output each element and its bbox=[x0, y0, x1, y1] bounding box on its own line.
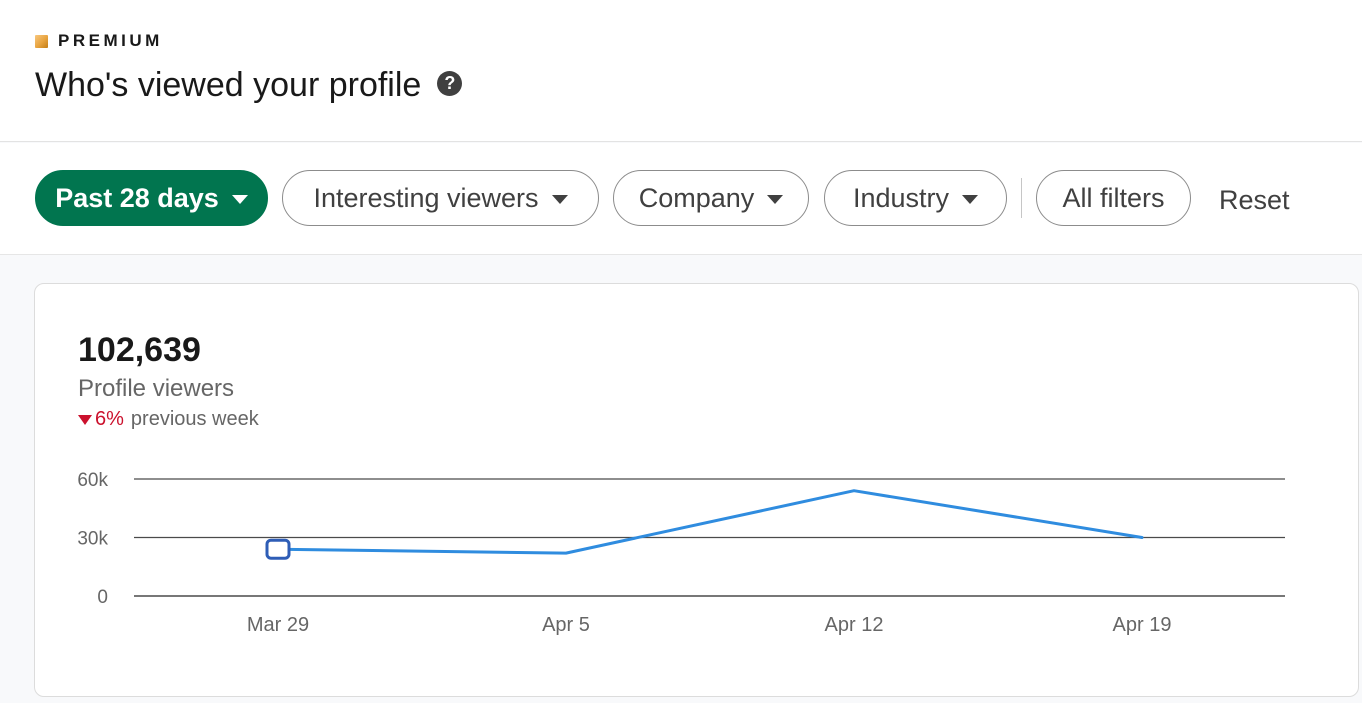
y-tick-label: 0 bbox=[97, 587, 108, 608]
series-line bbox=[276, 489, 1144, 555]
change-label: previous week bbox=[130, 408, 259, 430]
premium-logo-icon bbox=[35, 34, 48, 48]
caret-down-icon bbox=[767, 194, 784, 204]
data-point-marker bbox=[265, 538, 291, 560]
company-filter[interactable]: Company bbox=[613, 170, 809, 226]
y-tick-label: 60k bbox=[77, 470, 108, 491]
date-range-filter[interactable]: Past 28 days bbox=[35, 170, 268, 226]
page-header: PREMIUM Who's viewed your profile ? bbox=[0, 0, 1362, 142]
help-icon[interactable]: ? bbox=[437, 71, 463, 96]
change-percent: 6% bbox=[95, 408, 124, 430]
date-range-label: Past 28 days bbox=[55, 182, 219, 213]
interesting-viewers-filter[interactable]: Interesting viewers bbox=[282, 170, 599, 226]
caret-down-icon bbox=[962, 194, 979, 204]
viewer-count: 102,639 bbox=[78, 331, 201, 369]
filter-bar: Past 28 days Interesting viewers Company… bbox=[0, 143, 1362, 255]
profile-viewers-card: 102,639 Profile viewers 6% previous week… bbox=[34, 283, 1359, 697]
title-row: Who's viewed your profile ? bbox=[35, 66, 463, 105]
caret-down-icon bbox=[551, 194, 568, 204]
company-label: Company bbox=[638, 182, 755, 213]
viewer-count-label: Profile viewers bbox=[78, 375, 235, 402]
x-tick-label: Apr 5 bbox=[542, 614, 590, 636]
premium-badge: PREMIUM bbox=[35, 31, 163, 51]
all-filters-button[interactable]: All filters bbox=[1036, 170, 1191, 226]
y-tick-label: 30k bbox=[77, 529, 108, 550]
profile-viewers-chart: 0 30k 60k Mar 29 Apr 5 Apr 12 Apr 19 bbox=[77, 470, 1285, 636]
filter-divider bbox=[1021, 178, 1022, 218]
page-title: Who's viewed your profile bbox=[35, 66, 422, 104]
industry-filter[interactable]: Industry bbox=[824, 170, 1007, 226]
caret-down-icon bbox=[231, 194, 248, 204]
premium-label: PREMIUM bbox=[58, 31, 163, 50]
weekly-change: 6% previous week bbox=[78, 408, 259, 431]
reset-button[interactable]: Reset bbox=[1219, 185, 1290, 215]
x-tick-label: Apr 12 bbox=[825, 614, 884, 636]
industry-label: Industry bbox=[852, 182, 950, 213]
interesting-viewers-label: Interesting viewers bbox=[313, 182, 539, 213]
x-tick-label: Apr 19 bbox=[1113, 614, 1172, 636]
trend-down-icon bbox=[78, 414, 92, 425]
x-tick-label: Mar 29 bbox=[247, 614, 309, 636]
all-filters-label: All filters bbox=[1062, 182, 1165, 213]
